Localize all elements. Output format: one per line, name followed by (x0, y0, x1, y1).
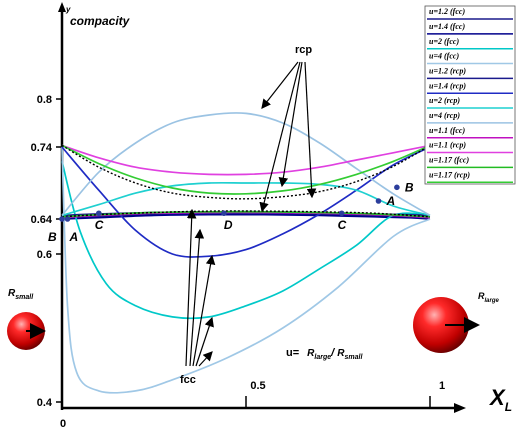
y-tick-label: 0.8 (37, 94, 52, 106)
data-point (338, 210, 345, 217)
series-line (61, 210, 431, 218)
fcc-arrow (189, 228, 205, 367)
fcc-arrow (192, 254, 216, 367)
series-line (61, 144, 431, 176)
series-line (61, 213, 431, 220)
series-line (61, 146, 431, 394)
x-tick-label: 0.5 (250, 380, 265, 392)
size-ratio-formula: u= Rlarge/ Rsmall (286, 347, 363, 361)
rcp-arrow (304, 61, 317, 199)
labelled-points: ABC D CAB (48, 180, 414, 244)
fcc-arrow (198, 351, 213, 367)
rcp-annotation: rcp (259, 44, 317, 213)
fcc-annotation: fcc (180, 208, 216, 386)
series-line (61, 112, 431, 217)
y-axis-title: compacity (70, 14, 131, 28)
point-label: A (385, 194, 395, 208)
small-sphere-illustration: Rsmall (7, 288, 46, 350)
legend-entry-label: u=1.4 (rcp) (429, 81, 466, 90)
y-tick-label: 0.74 (31, 142, 53, 154)
point-label: C (338, 218, 347, 232)
y-tick-label: 0.64 (31, 214, 53, 226)
point-label: B (48, 230, 57, 244)
legend: u=1.2 (fcc) u=1.4 (fcc) u=2 (fcc) u=4 (fcc)… (424, 5, 516, 185)
y-axis-arrow (58, 2, 66, 12)
y-tick-label: 0.6 (37, 249, 52, 261)
legend-entry-label: u=1.4 (fcc) (429, 22, 465, 31)
data-point (375, 198, 382, 204)
r-large-label: Rlarge (478, 291, 500, 304)
data-point (394, 184, 400, 191)
x-axis-title: XL (488, 385, 512, 414)
rcp-arrow (278, 61, 303, 188)
point-label: D (224, 218, 233, 232)
legend-entry-label: u=1.17 (fcc) (429, 155, 469, 164)
point-label: C (95, 218, 104, 232)
legend-entry-label: u=1.1 (rcp) (429, 141, 466, 150)
y-tick-label: 0.4 (37, 397, 53, 409)
large-sphere (413, 297, 469, 353)
axes (58, 2, 466, 413)
data-point (96, 210, 102, 217)
legend-entry-label: u=1.2 (fcc) (429, 7, 465, 16)
fcc-label: fcc (180, 374, 196, 386)
curves (61, 112, 431, 394)
fcc-arrow (185, 208, 197, 367)
large-sphere-illustration: Rlarge (413, 291, 500, 353)
point-label: B (405, 180, 414, 194)
rcp-arrow (261, 61, 299, 109)
series-line (61, 181, 431, 217)
legend-entry-label: u=4 (rcp) (429, 111, 460, 120)
x-axis-arrow (454, 403, 466, 413)
r-small-label: Rsmall (8, 288, 34, 301)
axis-ticks: 0.4 0.6 0.64 0.74 0.8 0.5 1 (31, 94, 445, 409)
rcp-label: rcp (295, 44, 312, 56)
data-point (59, 216, 65, 222)
rcp-arrow (259, 61, 301, 213)
legend-entry-label: u=1.2 (rcp) (429, 66, 466, 75)
x-tick-label: 1 (439, 380, 445, 392)
origin-label: 0 (60, 418, 66, 430)
legend-box (424, 5, 516, 185)
legend-entry-label: u=2 (rcp) (429, 96, 460, 105)
series-line (61, 144, 431, 195)
data-point (221, 210, 227, 217)
legend-entry-label: u=4 (fcc) (429, 52, 459, 61)
y-axis-small-label: y (65, 5, 71, 14)
point-label: A (69, 230, 79, 244)
legend-entry-label: u=1.17 (rcp) (429, 170, 470, 179)
data-point (64, 216, 71, 222)
series-line (61, 146, 431, 258)
legend-entry-label: u=1.1 (fcc) (429, 126, 465, 135)
series-line (61, 161, 431, 320)
fcc-arrow (195, 316, 214, 367)
legend-entry-label: u=2 (fcc) (429, 37, 459, 46)
